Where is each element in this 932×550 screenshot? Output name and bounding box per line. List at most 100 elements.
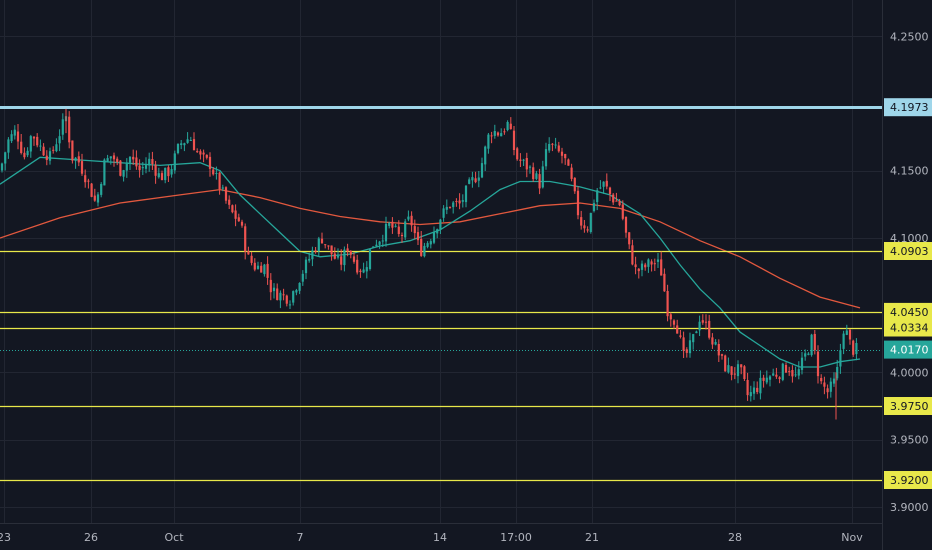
candle — [176, 143, 180, 155]
candle-body — [90, 183, 93, 197]
candle — [749, 385, 752, 402]
candle — [692, 333, 695, 350]
time-axis[interactable]: 23 26 Oct 7 14 17:00 21 28 Nov — [0, 531, 863, 544]
candle — [775, 367, 778, 379]
candle-body — [829, 381, 832, 392]
candle — [496, 131, 500, 137]
candle — [423, 242, 426, 258]
candle — [7, 137, 10, 159]
candle — [0, 162, 4, 173]
candle — [823, 376, 826, 395]
candle-body — [346, 248, 349, 252]
candle — [762, 374, 765, 388]
candle-body — [109, 156, 112, 159]
candle — [276, 283, 279, 301]
candle-body — [276, 288, 279, 300]
candle-body — [509, 123, 512, 130]
candle-body — [608, 187, 612, 194]
candle-body — [340, 256, 343, 265]
candle-body — [80, 161, 84, 174]
candle — [781, 362, 784, 382]
candle-body — [135, 157, 138, 167]
candle-body — [128, 156, 132, 163]
candle — [656, 253, 660, 268]
candle — [375, 239, 378, 248]
candle-body — [36, 136, 39, 146]
candle — [272, 283, 276, 299]
candle-body — [330, 245, 333, 255]
candle-body — [621, 204, 624, 219]
candle-body — [724, 355, 727, 372]
candle-body — [816, 351, 820, 377]
candle-body — [720, 354, 724, 356]
candle — [736, 360, 740, 384]
candle-body — [298, 283, 301, 291]
candle — [394, 223, 397, 228]
candle-body — [256, 265, 260, 269]
candle-body — [384, 223, 388, 242]
candle-body — [173, 153, 176, 171]
candle-body — [208, 156, 212, 169]
candle-body — [42, 146, 45, 156]
candle-body — [311, 250, 314, 260]
candle-body — [436, 229, 439, 234]
candles — [0, 108, 858, 420]
candle-body — [624, 217, 628, 233]
candle-body — [807, 353, 810, 355]
candle — [442, 205, 445, 222]
candle-body — [794, 374, 797, 376]
candle — [244, 223, 247, 260]
candle — [452, 201, 455, 214]
candle — [468, 177, 471, 185]
candle — [285, 294, 288, 307]
candle — [826, 384, 829, 399]
candle-body — [138, 165, 141, 171]
candle — [429, 238, 432, 249]
candle — [119, 160, 122, 177]
candle-body — [477, 177, 480, 181]
candle-body — [605, 180, 608, 187]
price-axis[interactable]: 4.2500 4.1500 4.1000 4.0000 3.9500 3.9000 — [890, 30, 929, 514]
candle — [346, 243, 349, 257]
candle-body — [429, 241, 432, 245]
candle — [842, 330, 845, 355]
candle-body — [474, 178, 477, 183]
candle — [199, 149, 202, 160]
candle-body — [282, 294, 285, 296]
candle-body — [96, 194, 100, 203]
candle-body — [500, 133, 503, 137]
candle-body — [247, 251, 250, 255]
candle-body — [410, 215, 413, 226]
candle-body — [701, 320, 704, 323]
candle — [186, 132, 189, 144]
candle-body — [400, 235, 404, 236]
candle — [20, 134, 23, 155]
candle-body — [189, 140, 192, 141]
candle-body — [151, 159, 154, 165]
candle — [455, 198, 458, 207]
candle-body — [356, 259, 359, 273]
candle-body — [231, 205, 234, 213]
level-tag-3.9200: 3.9200 — [890, 474, 929, 487]
candle-body — [538, 174, 541, 189]
candle — [733, 367, 736, 380]
candle-body — [768, 376, 772, 380]
candle-body — [55, 144, 58, 152]
candle — [644, 262, 647, 271]
horizontal-levels[interactable] — [0, 106, 882, 482]
level-tag-4.1973-bg — [884, 98, 932, 117]
candle — [202, 149, 205, 163]
candle-body — [548, 144, 551, 151]
price-tags: 4.1973 4.0903 4.0450 4.0334 3.9750 3.9200 4.01… — [884, 98, 932, 489]
candle-body — [381, 240, 384, 242]
candle-body — [320, 238, 324, 244]
candle-body — [240, 221, 244, 226]
candle — [205, 154, 208, 160]
candle-body — [752, 387, 756, 394]
last-price-tag: 4.0170 — [890, 344, 929, 357]
candle-body — [714, 342, 717, 345]
candle-body — [423, 245, 426, 257]
candle — [45, 150, 48, 166]
